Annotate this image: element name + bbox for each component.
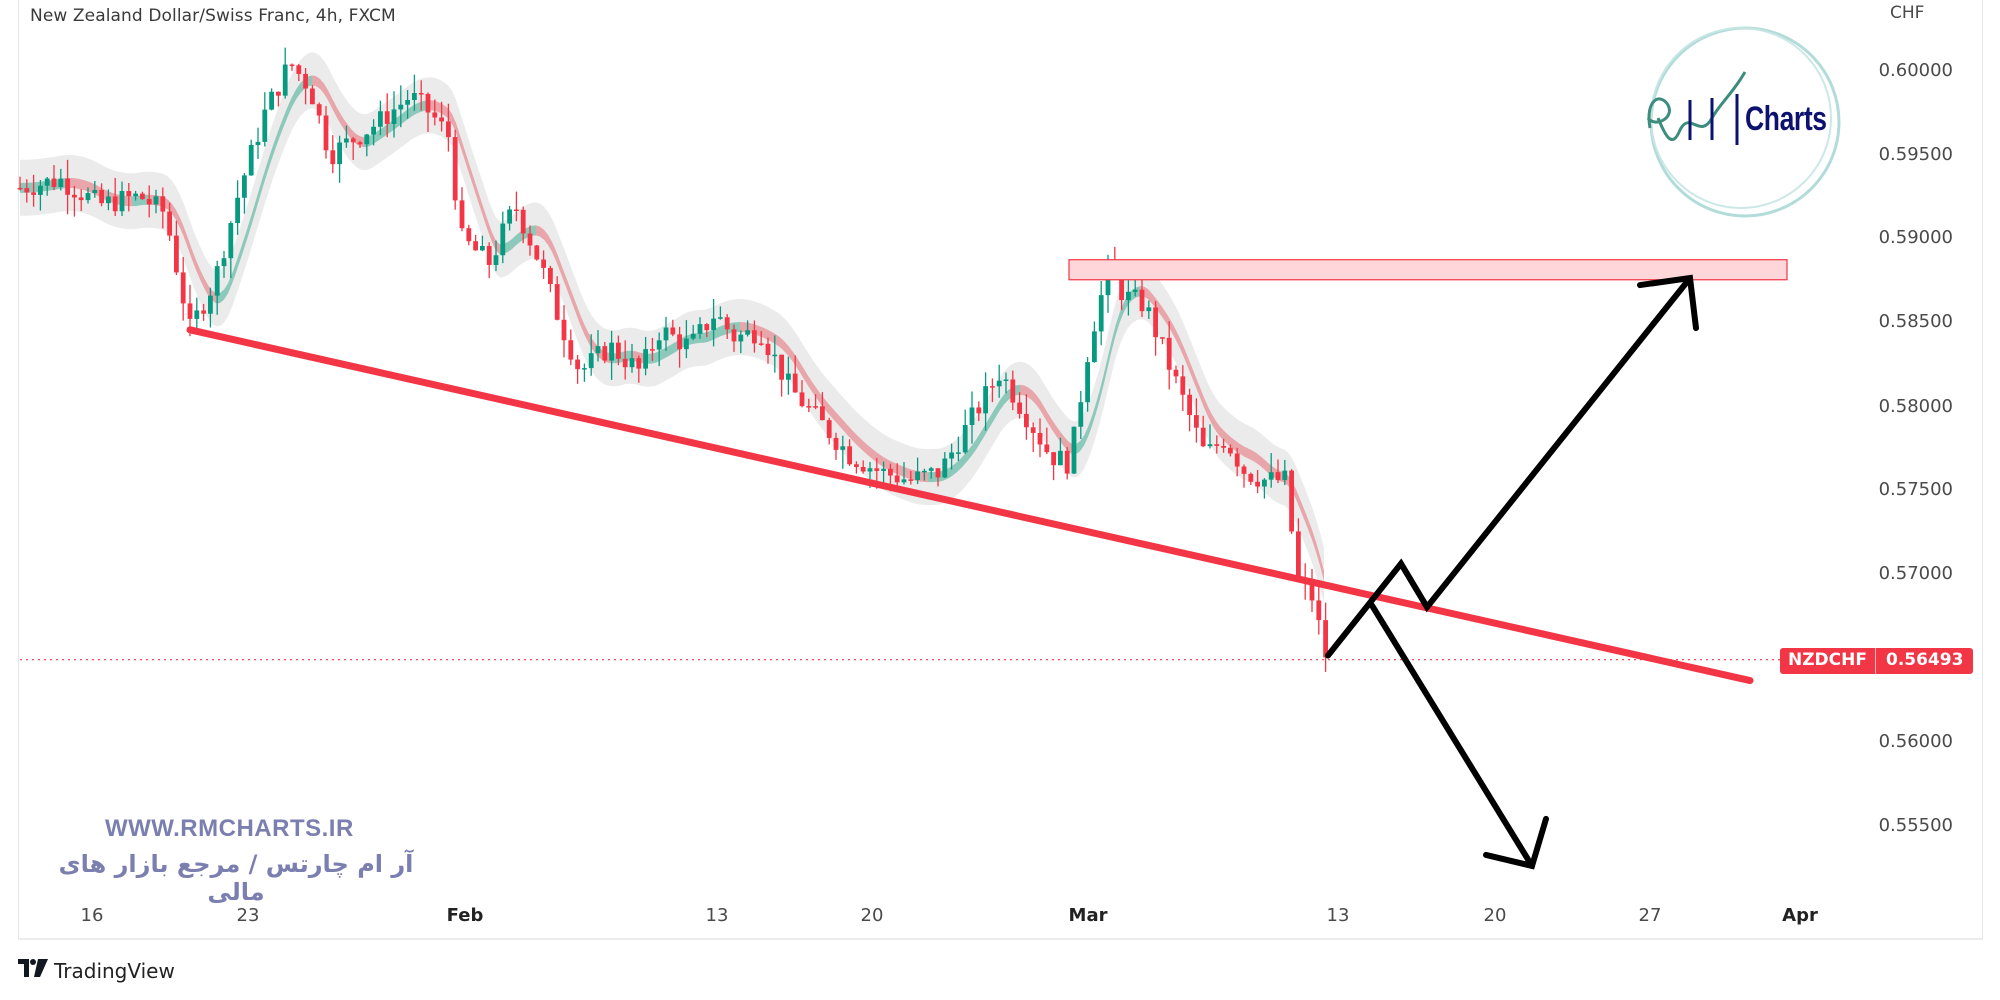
time-tick: Apr: [1782, 905, 1818, 926]
price-tick: 0.59500: [1878, 144, 1953, 165]
price-tick: 0.55500: [1878, 815, 1953, 836]
projection-down-arrow[interactable]: [1369, 602, 1535, 869]
candlestick-series: [17, 47, 1328, 672]
arrowhead-down-icon: [1483, 815, 1549, 870]
symbol-title: New Zealand Dollar/Swiss Franc, 4h, FXCM: [30, 6, 396, 26]
price-tick: 0.58000: [1878, 396, 1953, 417]
tradingview-logo[interactable]: TradingView: [18, 958, 175, 983]
time-tick: 16: [80, 905, 104, 926]
price-tick: 0.57000: [1878, 563, 1953, 584]
price-tick: 0.59000: [1878, 227, 1953, 248]
tradingview-mark-icon: [18, 958, 48, 983]
price-tick: 0.57500: [1878, 479, 1953, 500]
descending-trendline[interactable]: [186, 326, 1754, 685]
time-tick: Feb: [446, 905, 484, 926]
time-tick: 20: [1483, 905, 1507, 926]
badge-symbol: NZDCHF: [1780, 648, 1876, 674]
last-price-badge: NZDCHF 0.56493: [1780, 648, 1974, 674]
price-tick: 0.58500: [1878, 311, 1953, 332]
currency-label: CHF: [1890, 3, 1925, 23]
projection-up-arrow[interactable]: [1325, 275, 1693, 659]
price-tick: 0.60000: [1878, 60, 1953, 81]
watermark-url: WWW.RMCHARTS.IR: [105, 815, 354, 842]
rm-charts-logo: [1646, 26, 1841, 218]
watermark-persian-tagline: آر ام چارتس / مرجع بازار های مالی: [58, 850, 414, 906]
price-tick: 0.56000: [1878, 731, 1953, 752]
tradingview-brand: TradingView: [54, 958, 175, 983]
chart-pane[interactable]: [18, 0, 1983, 940]
time-tick: 27: [1638, 905, 1662, 926]
arrowhead-up-icon: [1637, 274, 1699, 332]
time-tick: 13: [1326, 905, 1350, 926]
logo-charts-text: Charts: [1745, 100, 1827, 138]
resistance-zone[interactable]: [1068, 259, 1788, 281]
badge-price: 0.56493: [1875, 648, 1974, 674]
time-tick: 20: [860, 905, 884, 926]
time-tick: 13: [705, 905, 729, 926]
time-tick: 23: [236, 905, 260, 926]
time-tick: Mar: [1068, 905, 1108, 926]
